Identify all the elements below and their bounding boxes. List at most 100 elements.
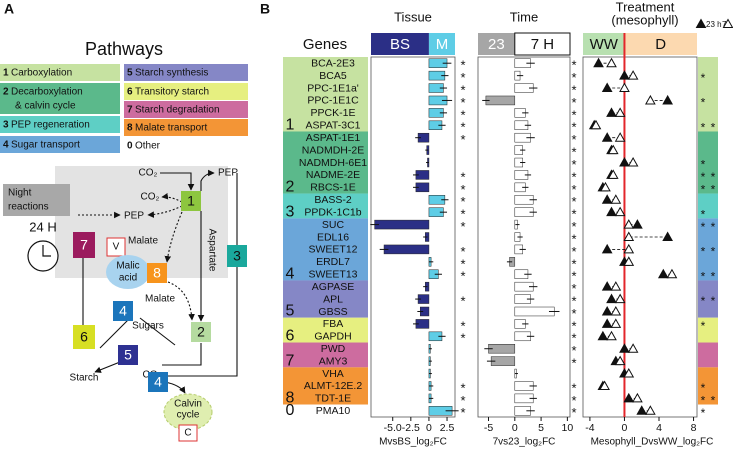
diagram-label: Starch xyxy=(70,373,99,384)
diagram-label: Malate xyxy=(145,294,175,305)
marker xyxy=(601,132,613,142)
marker xyxy=(606,293,617,304)
node-label: 8 xyxy=(153,265,161,281)
x-tick-label: -5 xyxy=(484,422,493,434)
diagram-label: Night xyxy=(8,188,32,199)
gene-label: FBA xyxy=(323,318,343,330)
significance: * xyxy=(701,245,706,259)
significance: * xyxy=(571,95,576,110)
marker xyxy=(597,330,609,341)
significance: * xyxy=(711,183,716,197)
group-band xyxy=(283,280,368,318)
significance: * xyxy=(571,194,576,209)
x-tick-label: -5.0 xyxy=(384,422,402,434)
significance: * xyxy=(460,219,465,234)
group-band xyxy=(283,317,368,343)
arrow xyxy=(200,169,215,191)
diagram-label: V xyxy=(113,242,120,253)
chart-subtitle: (mesophyll) xyxy=(611,12,678,27)
chart-title: Treatment xyxy=(616,0,675,14)
pathways-title: Pathways xyxy=(85,39,163,59)
significance: * xyxy=(460,132,465,147)
significance: * xyxy=(701,294,706,308)
line xyxy=(162,343,202,366)
arrow xyxy=(161,192,183,203)
marker xyxy=(619,82,630,93)
significance: * xyxy=(460,58,465,73)
legend-swatch xyxy=(0,116,120,133)
legend-label: WW xyxy=(590,36,619,53)
legend-marker xyxy=(722,18,733,28)
group-strip xyxy=(698,404,718,417)
diagram-label: C xyxy=(184,428,191,439)
diagram-label: cycle xyxy=(177,410,200,421)
node-label: 6 xyxy=(80,329,88,345)
significance: * xyxy=(571,356,576,371)
group-strip xyxy=(698,317,718,343)
group-label: 3 xyxy=(286,203,295,220)
legend-label: Starch synthesis xyxy=(135,68,208,79)
marker xyxy=(606,107,617,117)
plot-frame xyxy=(582,56,698,418)
significance: * xyxy=(571,256,576,271)
group-strip xyxy=(698,280,718,318)
x-tick-label: 10 xyxy=(562,422,574,434)
legend-swatch xyxy=(124,64,248,81)
legend-number: 3 xyxy=(3,120,9,131)
marker xyxy=(619,343,630,353)
diagram-label: Aspartate xyxy=(206,229,217,272)
diagram-label: PEP xyxy=(218,168,238,179)
gene-label: APL xyxy=(323,293,343,305)
significance: * xyxy=(711,394,716,408)
significance: * xyxy=(701,120,706,134)
marker xyxy=(607,144,619,155)
gene-label: ERDL7 xyxy=(316,256,350,268)
significance: * xyxy=(571,207,576,222)
group-strip xyxy=(698,131,718,194)
group-band xyxy=(283,193,368,219)
pathway-node xyxy=(118,345,138,365)
significance: * xyxy=(701,158,706,172)
diagram-label: 24 H xyxy=(29,219,56,234)
legend-box xyxy=(624,33,697,55)
legend-label: D xyxy=(655,36,666,53)
legend-number: 5 xyxy=(127,68,133,79)
marker xyxy=(601,243,613,254)
significance: * xyxy=(711,120,716,134)
legend-label: Starch degradation xyxy=(135,105,220,116)
marker xyxy=(645,405,656,415)
legend-label: Decarboxylation xyxy=(11,87,83,98)
significance: * xyxy=(571,405,576,420)
arrow xyxy=(94,361,121,373)
gene-label: EDL16 xyxy=(317,231,349,243)
legend-box xyxy=(371,33,429,55)
significance: * xyxy=(711,170,716,184)
legend-number: 6 xyxy=(127,87,133,98)
significance: * xyxy=(460,244,465,259)
group-label: 2 xyxy=(286,179,295,196)
group-strip xyxy=(698,57,718,132)
chart-title: Time xyxy=(510,9,538,24)
significance: * xyxy=(571,380,576,395)
legend-box xyxy=(428,33,455,55)
marker xyxy=(662,94,673,105)
chloroplast-box xyxy=(178,424,198,442)
marker xyxy=(623,219,635,229)
diagram-label: acid xyxy=(119,273,137,284)
marker xyxy=(666,268,678,279)
diagram-label: Sugars xyxy=(132,321,164,332)
x-tick-label: 0 xyxy=(426,422,432,434)
marker xyxy=(614,206,626,217)
diagram-label: Malic xyxy=(116,261,139,272)
x-tick-label: 0 xyxy=(512,422,518,434)
significance: * xyxy=(460,169,465,184)
significance: * xyxy=(571,269,576,284)
diagram-label: Calvin xyxy=(174,399,202,410)
gene-label: PPCK-1E xyxy=(311,107,356,119)
pathway-node xyxy=(147,263,167,283)
legend-number: 2 xyxy=(3,87,9,98)
legend-label: Carboxylation xyxy=(11,68,72,79)
significance: * xyxy=(571,393,576,408)
legend-swatch xyxy=(0,136,120,153)
significance: * xyxy=(571,182,576,197)
